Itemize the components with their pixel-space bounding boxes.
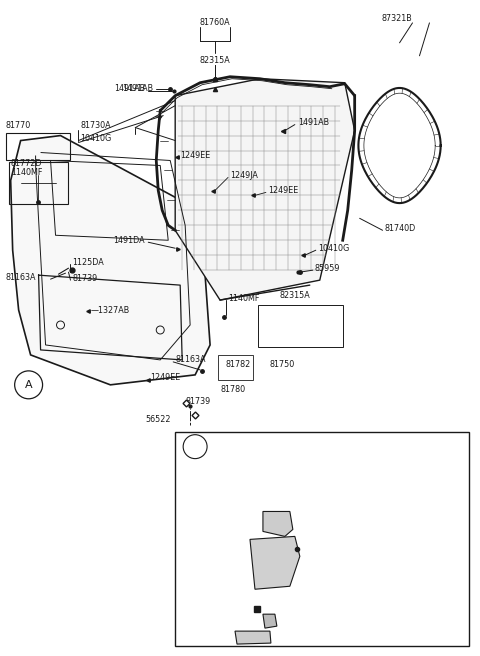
Text: 1129AC: 1129AC [323, 543, 354, 552]
Text: 81720G: 81720G [315, 509, 346, 518]
Polygon shape [263, 614, 277, 628]
Text: 10410G: 10410G [81, 134, 112, 143]
Text: A: A [25, 380, 33, 390]
Polygon shape [175, 79, 355, 300]
Text: 1491DA: 1491DA [114, 236, 145, 245]
Text: 56522: 56522 [145, 415, 171, 424]
Text: 82315A: 82315A [279, 291, 310, 300]
Text: 81772D: 81772D [11, 159, 42, 168]
Text: 1249EE: 1249EE [150, 373, 180, 382]
Text: 81780: 81780 [220, 385, 245, 394]
Text: 81739: 81739 [72, 274, 98, 283]
Text: 1125DL: 1125DL [190, 605, 221, 613]
Text: 10410G: 10410G [318, 244, 349, 253]
Text: 1491AB: 1491AB [298, 118, 329, 127]
Text: 1140MF: 1140MF [228, 294, 259, 302]
Text: 95780H: 95780H [310, 559, 341, 568]
Text: 1491AB: 1491AB [122, 84, 153, 93]
Bar [6, 133, 71, 161]
Text: 81750: 81750 [270, 360, 295, 369]
Text: 81760A: 81760A [200, 18, 230, 28]
Text: 81233B: 81233B [287, 615, 317, 624]
Text: 81163A: 81163A [175, 356, 206, 364]
Text: 81230A: 81230A [336, 575, 367, 584]
Text: 81730A: 81730A [81, 121, 111, 130]
Bar [258, 305, 343, 347]
Text: 82315A: 82315A [200, 56, 230, 66]
Text: 81740D: 81740D [384, 224, 416, 233]
Text: 1125DA: 1125DA [72, 258, 104, 267]
Text: —1327AB: —1327AB [90, 306, 130, 315]
Bar [218, 355, 253, 380]
Bar [9, 163, 69, 205]
Text: 87321B: 87321B [382, 14, 412, 24]
Text: 81782: 81782 [225, 360, 250, 369]
Text: 85959: 85959 [315, 264, 340, 273]
Polygon shape [11, 136, 210, 385]
Text: 1249JA: 1249JA [230, 171, 258, 180]
Text: 1140MF: 1140MF [11, 168, 42, 177]
Polygon shape [235, 631, 271, 644]
Polygon shape [263, 512, 293, 537]
Text: 81739: 81739 [185, 398, 210, 406]
Text: 1249EE: 1249EE [180, 151, 210, 160]
Text: 81770: 81770 [6, 121, 31, 130]
Text: 1491AB: 1491AB [114, 84, 145, 93]
Text: 81163A: 81163A [6, 273, 36, 281]
Polygon shape [250, 537, 300, 589]
Text: 81210A: 81210A [280, 632, 311, 641]
Text: 1249EE: 1249EE [268, 186, 298, 195]
Text: A: A [192, 441, 199, 451]
Bar [175, 432, 469, 646]
